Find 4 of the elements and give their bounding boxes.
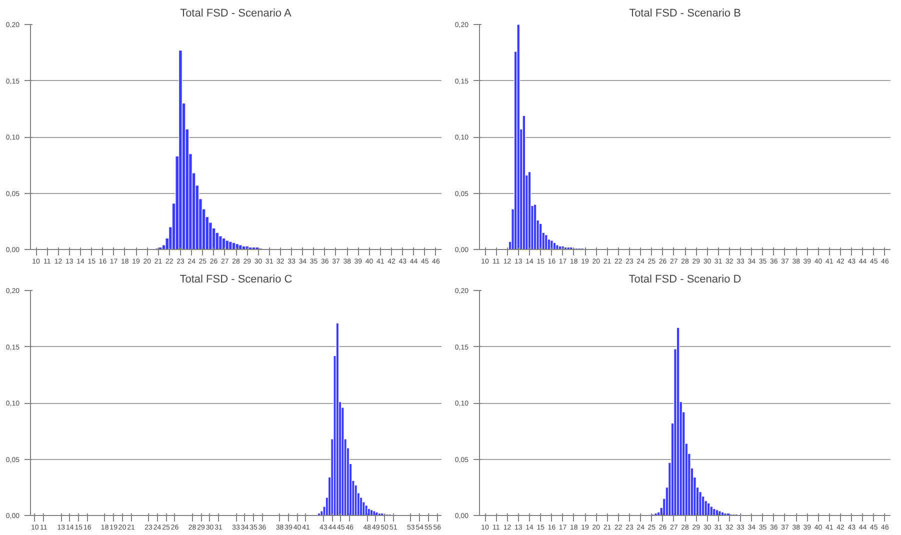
chart-title: Total FSD - Scenario A: [180, 8, 292, 20]
chart-title: Total FSD - Scenario D: [628, 274, 742, 286]
chart-title: Total FSD - Scenario C: [180, 274, 292, 286]
chart-title: Total FSD - Scenario B: [629, 8, 741, 20]
